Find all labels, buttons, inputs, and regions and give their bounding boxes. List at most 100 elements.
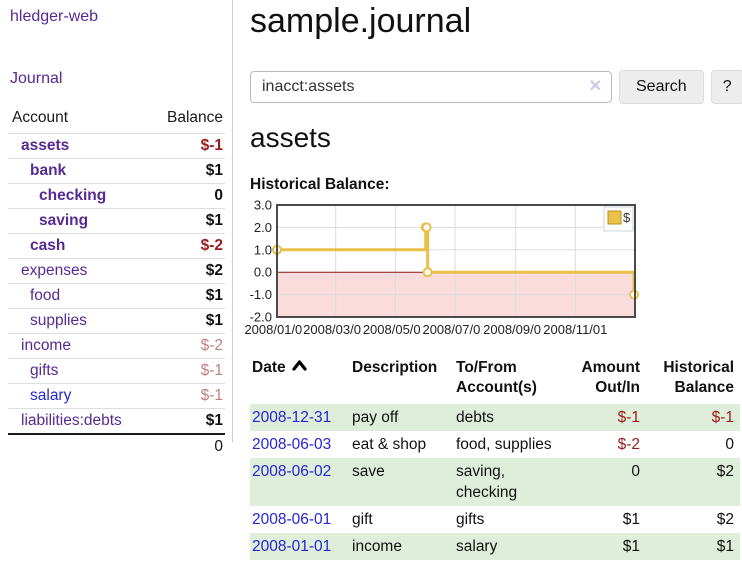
account-balance: $-2	[200, 237, 223, 254]
account-balance: $-1	[200, 387, 223, 404]
chart-title: Historical Balance:	[250, 176, 390, 193]
account-link-income[interactable]: income	[21, 337, 71, 354]
transaction-amount: $-2	[617, 436, 640, 453]
register-row: 2008-12-31 pay off debts $-1 $-1	[250, 404, 740, 431]
clear-search-icon[interactable]: ✕	[588, 78, 602, 95]
account-balance: $1	[205, 162, 223, 179]
transaction-description: pay off	[352, 409, 399, 426]
svg-text:-1.0: -1.0	[250, 287, 272, 302]
main-content: sample.journal ✕ Search ? assets Histori…	[243, 0, 742, 582]
register-row: 2008-06-03 eat & shop food, supplies $-2…	[250, 431, 740, 458]
transaction-accounts: food, supplies	[456, 436, 552, 453]
search-input[interactable]	[250, 71, 612, 103]
account-row: saving $1	[8, 208, 225, 234]
transaction-date-link[interactable]: 2008-06-01	[252, 511, 332, 528]
account-link-assets[interactable]: assets	[21, 137, 70, 154]
account-row: assets $-1	[8, 133, 225, 159]
transaction-accounts: debts	[456, 409, 494, 426]
register-row: 2008-06-01 gift gifts $1 $2	[250, 506, 740, 533]
account-balance: $1	[205, 287, 223, 304]
account-link-supplies[interactable]: supplies	[30, 312, 87, 329]
svg-text:2.0: 2.0	[254, 220, 272, 235]
transaction-description: income	[352, 538, 402, 555]
accounts-table: Account Balance assets $-1 bank $1 checkin…	[8, 106, 225, 459]
svg-text:2008/01/01: 2008/01/01	[244, 322, 309, 337]
account-row: checking 0	[8, 183, 225, 209]
transaction-date-link[interactable]: 2008-01-01	[252, 538, 332, 555]
transaction-accounts: salary	[456, 538, 498, 555]
historical-balance-chart: $3.0 2.0 1.0 0.0 -1.0 -2.0 2008/01/01 2008/03/0…	[243, 198, 643, 342]
accounts-header-account: Account	[12, 109, 69, 126]
accounts-header-row: Account Balance	[8, 106, 225, 134]
register-header-description: Description	[352, 359, 438, 376]
transaction-amount: $1	[622, 538, 640, 555]
account-link-checking[interactable]: checking	[39, 187, 107, 204]
register-table: Date Description To/From Account(s) Amou…	[250, 358, 740, 560]
register-header-balance: Historical Balance	[663, 359, 734, 396]
account-balance: $1	[205, 412, 223, 429]
svg-text:-2.0: -2.0	[250, 310, 272, 325]
account-balance: $-1	[200, 137, 223, 154]
transaction-amount: $1	[622, 511, 640, 528]
sidebar: hledger-web Journal Account Balance asse…	[0, 0, 233, 455]
transaction-balance: $2	[716, 511, 734, 528]
register-header-date-label: Date	[252, 359, 286, 376]
transaction-amount: $-1	[617, 409, 640, 426]
account-row: expenses $2	[8, 258, 225, 284]
transaction-description: eat & shop	[352, 436, 427, 453]
account-balance: $1	[205, 312, 223, 329]
account-link-gifts[interactable]: gifts	[30, 362, 59, 379]
transaction-description: save	[352, 463, 385, 480]
register-header-date[interactable]: Date	[250, 358, 350, 404]
account-balance: 0	[214, 187, 223, 204]
search-button[interactable]: Search	[619, 70, 704, 104]
transaction-date-link[interactable]: 2008-06-03	[252, 436, 332, 453]
transaction-description: gift	[352, 511, 373, 528]
account-balance: $2	[205, 262, 223, 279]
accounts-header-balance: Balance	[166, 109, 223, 126]
account-link-saving[interactable]: saving	[39, 212, 89, 229]
search-form: ✕ Search ?	[250, 70, 742, 104]
account-row: liabilities:debts $1	[8, 408, 225, 435]
account-link-salary[interactable]: salary	[30, 387, 72, 404]
account-link-cash[interactable]: cash	[30, 237, 66, 254]
account-balance: $1	[205, 212, 223, 229]
svg-text:$: $	[623, 210, 631, 225]
account-link-bank[interactable]: bank	[30, 162, 67, 179]
svg-text:2008/03/01: 2008/03/01	[303, 322, 368, 337]
transaction-accounts: saving, checking	[456, 463, 518, 501]
transaction-balance: $-1	[711, 409, 734, 426]
svg-text:0.0: 0.0	[254, 265, 272, 280]
transaction-date-link[interactable]: 2008-12-31	[252, 409, 332, 426]
sidebar-nav: Journal	[10, 70, 62, 88]
register-row: 2008-01-01 income salary $1 $1	[250, 533, 740, 560]
svg-text:3.0: 3.0	[254, 200, 272, 213]
svg-text:2008/11/01: 2008/11/01	[543, 322, 607, 337]
account-link-liabilities-debts[interactable]: liabilities:debts	[21, 412, 122, 429]
register-row: 2008-06-02 save saving, checking 0 $2	[250, 458, 740, 506]
accounts-total-value: 0	[214, 438, 223, 455]
svg-text:2008/05/01: 2008/05/01	[363, 322, 428, 337]
account-row: income $-2	[8, 333, 225, 359]
transaction-accounts: gifts	[456, 511, 485, 528]
account-balance: $-1	[200, 362, 223, 379]
search-box: ✕	[250, 71, 612, 103]
transaction-balance: $1	[716, 538, 734, 555]
nav-journal-link[interactable]: Journal	[10, 70, 63, 87]
account-heading: assets	[250, 122, 331, 153]
transaction-balance: $2	[716, 463, 734, 480]
help-button[interactable]: ?	[710, 70, 742, 104]
svg-text:2008/09/01: 2008/09/01	[483, 322, 548, 337]
transaction-amount: 0	[631, 463, 640, 480]
app-title-link[interactable]: hledger-web	[10, 8, 99, 25]
register-header-row: Date Description To/From Account(s) Amou…	[250, 358, 740, 404]
account-row: bank $1	[8, 158, 225, 184]
account-row: gifts $-1	[8, 358, 225, 384]
account-link-food[interactable]: food	[30, 287, 61, 304]
account-row: salary $-1	[8, 383, 225, 409]
transaction-date-link[interactable]: 2008-06-02	[252, 463, 332, 480]
account-link-expenses[interactable]: expenses	[21, 262, 88, 279]
accounts-total-row: 0	[8, 434, 225, 459]
account-row: cash $-2	[8, 233, 225, 259]
